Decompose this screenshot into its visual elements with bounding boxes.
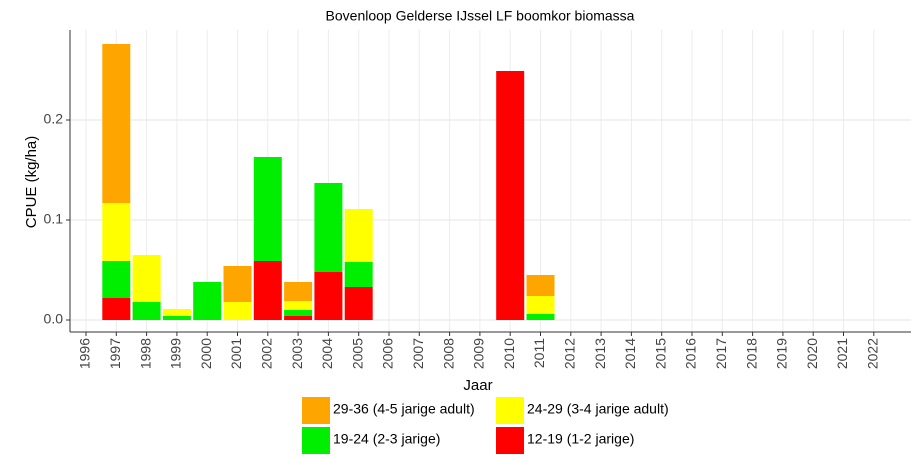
y-axis-label: CPUE (kg/ha) [23, 136, 40, 229]
bar-segment [253, 261, 282, 320]
bar-segment [284, 316, 313, 320]
x-tick-label: 1999 [168, 338, 184, 369]
x-tick-label: 2015 [652, 338, 668, 369]
legend-label: 24-29 (3-4 jarige adult) [527, 401, 669, 417]
x-tick-label: 2018 [743, 338, 759, 369]
bar-segment [314, 183, 343, 272]
x-tick-label: 2008 [440, 338, 456, 369]
x-tick-label: 2005 [349, 338, 365, 369]
legend-swatch [302, 427, 330, 454]
x-tick-label: 2012 [562, 338, 578, 369]
x-tick-label: 2020 [804, 338, 820, 369]
x-tick-label: 2022 [865, 338, 881, 369]
bar-segment [253, 157, 282, 261]
y-tick-label: 0.1 [44, 211, 64, 227]
bar-segment [223, 266, 252, 302]
x-tick-label: 2013 [592, 338, 608, 369]
legend-label: 19-24 (2-3 jarige) [333, 431, 440, 447]
legend-label: 29-36 (4-5 jarige adult) [333, 401, 475, 417]
bar-segment [344, 262, 373, 287]
bar-segment [284, 301, 313, 310]
bar-segment [526, 275, 555, 296]
bar-segment [102, 298, 131, 320]
bar-segment [162, 309, 191, 316]
x-tick-label: 2016 [683, 338, 699, 369]
bar-segment [284, 310, 313, 316]
bar-segment [223, 302, 252, 320]
x-tick-label: 2007 [410, 338, 426, 369]
x-tick-label: 2001 [228, 338, 244, 369]
bar-segment [102, 261, 131, 298]
x-tick-label: 2009 [471, 338, 487, 369]
bar-segment [132, 302, 161, 320]
legend-swatch [302, 397, 330, 424]
x-axis-label: Jaar [463, 377, 492, 394]
x-tick-label: 1998 [137, 338, 153, 369]
x-tick-label: 2011 [531, 338, 547, 368]
bar-segment [102, 203, 131, 261]
legend-swatch [496, 427, 524, 454]
bar-segment [132, 255, 161, 302]
x-tick-label: 2003 [289, 338, 305, 369]
x-tick-label: 2002 [259, 338, 275, 369]
bar-segment [526, 314, 555, 320]
x-tick-label: 2021 [834, 338, 850, 369]
x-tick-label: 2000 [198, 338, 214, 369]
legend-label: 12-19 (1-2 jarige) [527, 431, 634, 447]
x-tick-label: 2010 [501, 338, 517, 369]
chart-title: Bovenloop Gelderse IJssel LF boomkor bio… [326, 8, 635, 24]
bar-segment [526, 296, 555, 314]
x-tick-label: 2004 [319, 338, 335, 369]
bar-segment [102, 44, 131, 203]
bar-segment [314, 272, 343, 320]
x-tick-label: 2017 [713, 338, 729, 369]
x-tick-label: 1996 [77, 338, 93, 369]
bar-segment [193, 282, 222, 320]
y-tick-label: 0.0 [44, 311, 64, 327]
y-tick-label: 0.2 [44, 111, 64, 127]
bar-segment [496, 71, 525, 320]
bar-segment [344, 209, 373, 262]
bar-segment [344, 287, 373, 320]
x-tick-label: 2006 [380, 338, 396, 369]
bar-segment [284, 282, 313, 301]
x-tick-label: 2019 [774, 338, 790, 369]
x-tick-label: 2014 [622, 338, 638, 369]
legend-swatch [496, 397, 524, 424]
x-tick-label: 1997 [107, 338, 123, 369]
bar-segment [162, 316, 191, 320]
